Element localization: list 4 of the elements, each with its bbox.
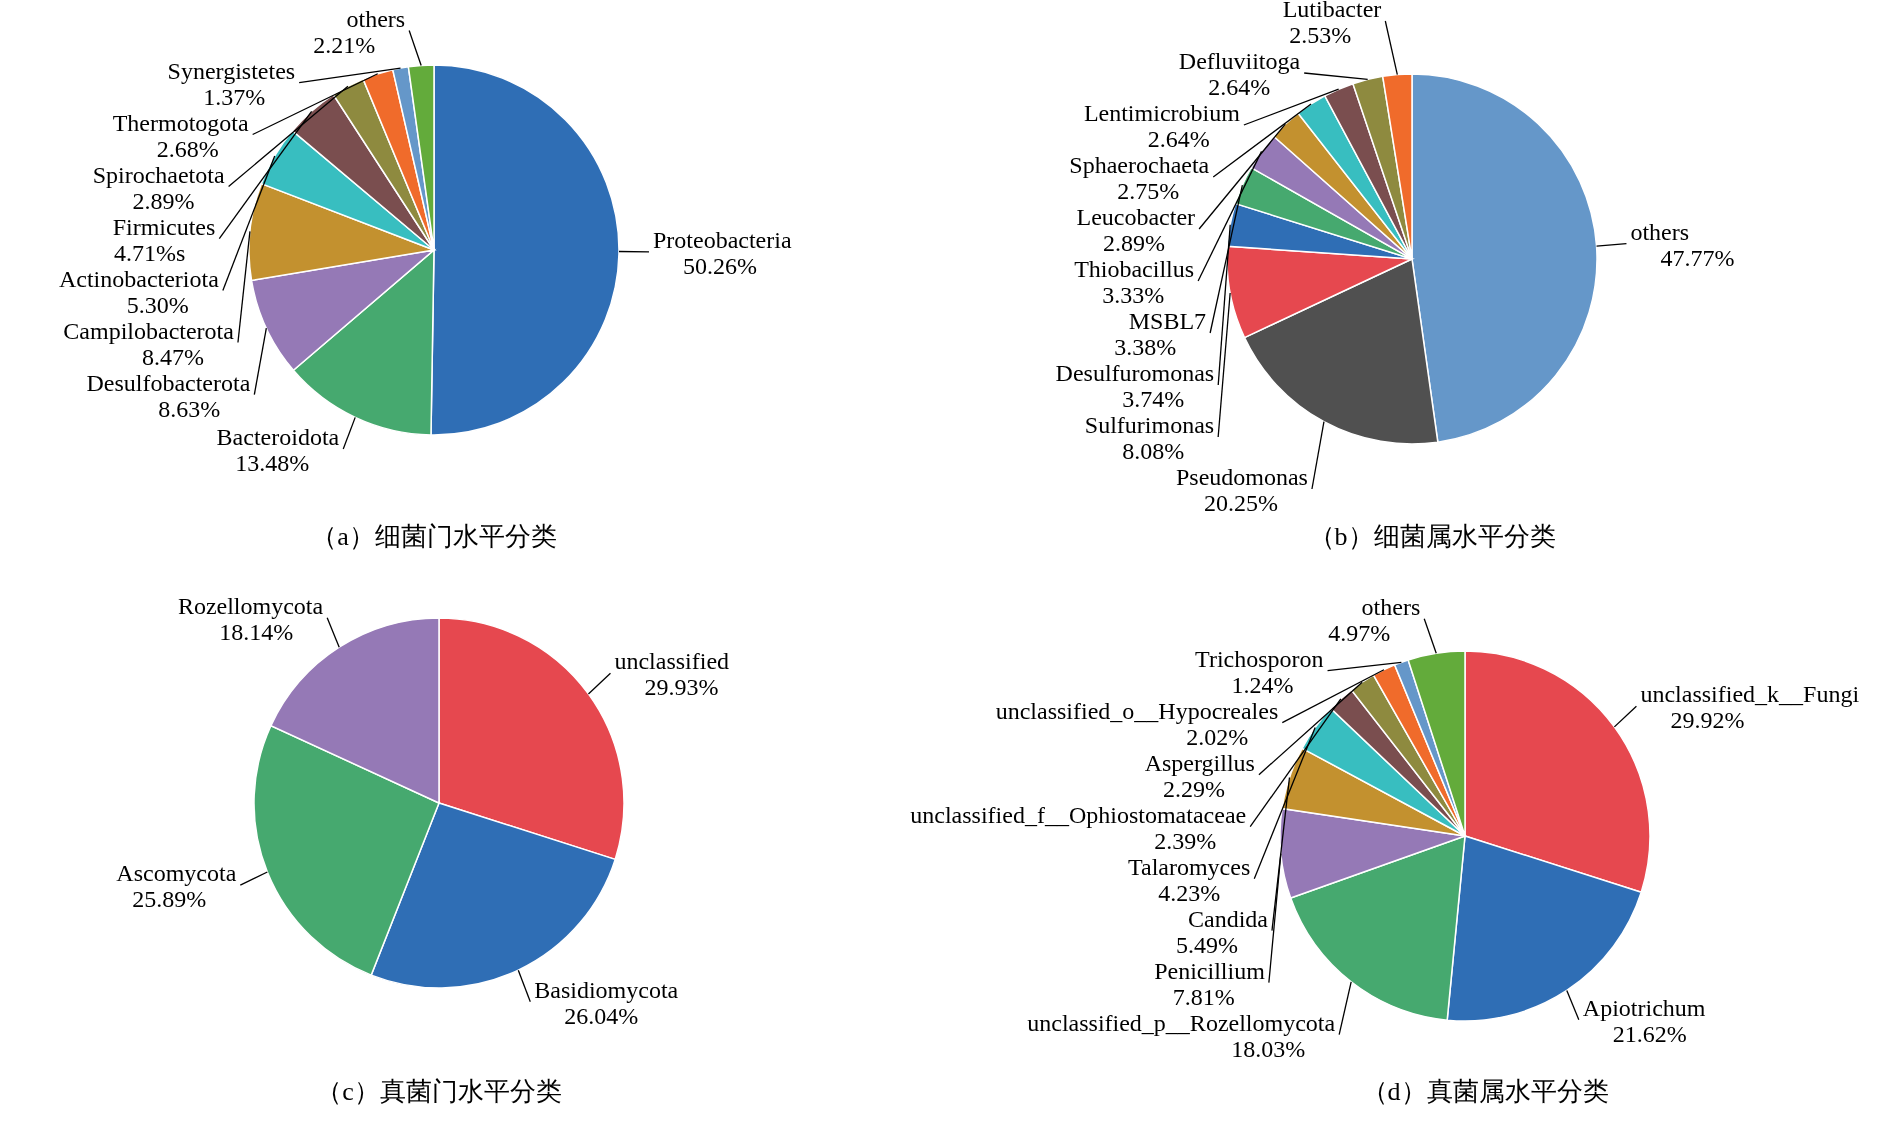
caption: （d）真菌属水平分类 <box>1361 1077 1609 1106</box>
caption: （b）细菌属水平分类 <box>1308 522 1556 551</box>
caption: （c）真菌门水平分类 <box>316 1077 562 1106</box>
caption: （a）细菌门水平分类 <box>311 522 557 551</box>
